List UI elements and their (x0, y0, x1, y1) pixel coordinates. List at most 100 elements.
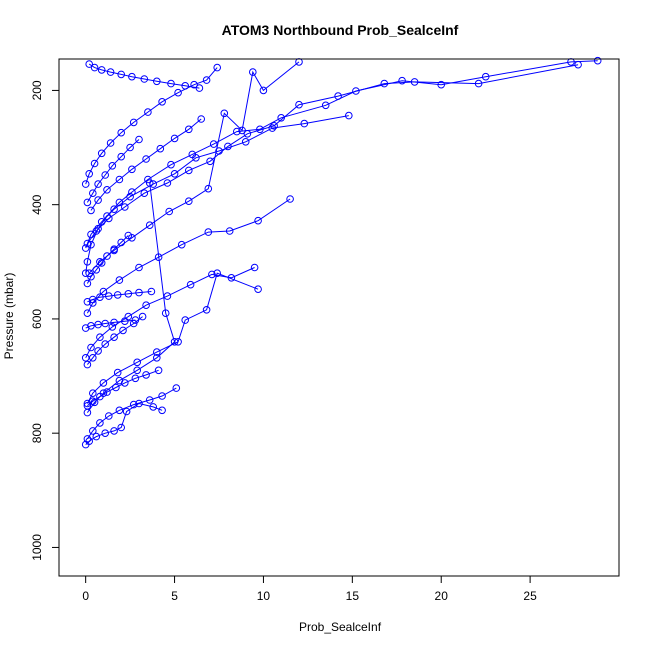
data-point (225, 227, 234, 235)
data-point (156, 144, 165, 153)
data-point (145, 179, 154, 187)
data-point (96, 392, 104, 401)
data-point (117, 423, 125, 432)
chart-title: ATOM3 Northbound Prob_SealceInf (222, 22, 459, 38)
data-point (103, 186, 111, 194)
data-point (105, 412, 113, 420)
data-point (286, 195, 294, 203)
data-point (197, 115, 205, 123)
data-point (128, 72, 136, 81)
data-point (124, 290, 133, 298)
data-point (140, 75, 149, 83)
data-point (101, 429, 109, 438)
data-point (89, 389, 97, 398)
data-point (185, 197, 193, 205)
data-point (110, 318, 118, 327)
data-point (115, 175, 124, 184)
series-4 (81, 263, 259, 362)
data-point (352, 87, 360, 95)
series-6 (83, 384, 181, 443)
data-point (101, 340, 109, 348)
data-point (110, 333, 118, 342)
data-point (87, 230, 95, 239)
data-point (186, 280, 195, 289)
data-point (90, 159, 99, 168)
data-point (85, 170, 93, 178)
data-point (83, 198, 92, 207)
data-point (437, 80, 446, 89)
data-point (121, 379, 129, 387)
data-point (167, 79, 175, 88)
series-line-1 (86, 64, 579, 244)
data-point (204, 184, 213, 193)
data-point (185, 125, 193, 134)
data-point (117, 128, 125, 137)
data-point (140, 189, 149, 197)
data-point (154, 366, 163, 375)
data-point (277, 114, 286, 122)
data-point (334, 92, 342, 100)
data-point (92, 432, 101, 441)
data-point (167, 160, 175, 169)
data-point (270, 122, 278, 130)
data-point (97, 149, 106, 158)
data-point (174, 88, 182, 97)
data-point (206, 157, 214, 166)
data-point (135, 288, 143, 297)
series-line-17 (87, 291, 152, 303)
data-point (153, 77, 161, 86)
data-point (99, 287, 108, 296)
x-tick-label-4: 20 (435, 589, 449, 603)
data-point (83, 309, 92, 318)
data-point (89, 189, 97, 197)
data-point (215, 147, 223, 155)
data-point (124, 231, 133, 240)
series-18 (81, 316, 140, 332)
data-point (209, 140, 218, 148)
data-point (117, 238, 125, 247)
data-point (85, 269, 93, 278)
data-point (101, 319, 109, 328)
y-tick-label-0: 200 (30, 80, 44, 100)
data-point (202, 76, 211, 84)
data-point (165, 207, 173, 216)
data-point (87, 206, 95, 215)
data-point (110, 245, 118, 253)
data-point (121, 317, 129, 326)
data-point (128, 165, 136, 174)
data-point (94, 180, 102, 188)
series-13 (83, 366, 163, 410)
data-point (103, 212, 111, 220)
data-point (170, 170, 179, 178)
data-point (133, 358, 141, 367)
data-point (87, 272, 95, 281)
data-point (135, 399, 143, 408)
data-point (83, 435, 92, 443)
x-tick-label-1: 5 (171, 589, 178, 603)
data-point (574, 60, 582, 69)
data-point (185, 166, 193, 175)
series-16 (85, 60, 204, 92)
data-point (103, 252, 111, 260)
data-point (300, 119, 309, 128)
data-point (94, 347, 102, 355)
series-line-11 (90, 118, 202, 211)
series-15 (83, 231, 133, 288)
data-point (593, 56, 602, 65)
data-point (97, 259, 106, 267)
series-line-10 (85, 67, 218, 185)
data-point (108, 162, 117, 170)
data-point (172, 384, 181, 392)
series-line-2 (85, 115, 349, 249)
data-point (192, 154, 200, 162)
data-point (144, 108, 152, 116)
data-point (115, 406, 124, 415)
data-point (202, 306, 211, 314)
data-point (163, 179, 172, 187)
data-point (345, 111, 353, 120)
data-point (105, 292, 113, 300)
data-point (144, 175, 152, 184)
series-2 (81, 111, 353, 252)
data-point (380, 79, 389, 88)
